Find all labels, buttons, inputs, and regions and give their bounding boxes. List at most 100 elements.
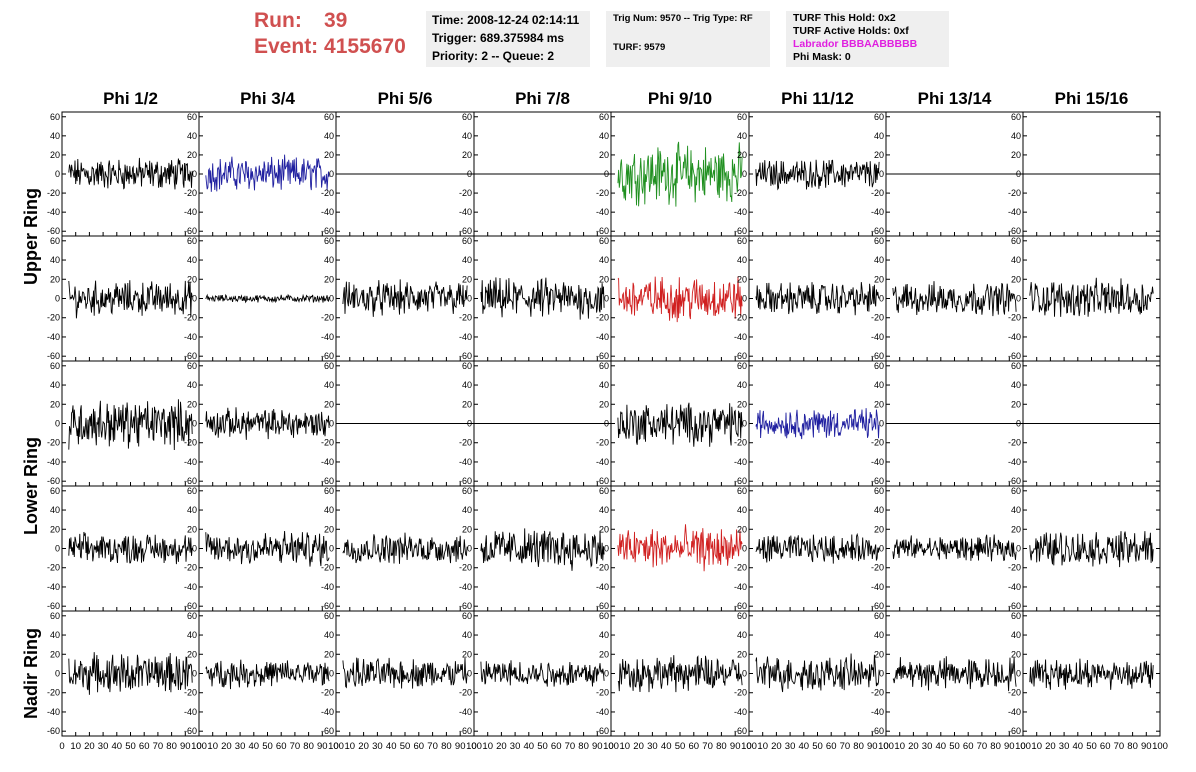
x-tick-label-c7-70: 70 <box>977 741 988 752</box>
y-tick-label-r5c5-20: 20 <box>599 649 609 659</box>
y-tick-label-r4c5-0: 0 <box>604 544 609 554</box>
y-tick-label-r3c7--60: -60 <box>871 476 884 486</box>
y-tick-label-r3c5-0: 0 <box>604 419 609 429</box>
y-tick-label-r4c5-40: 40 <box>599 505 609 515</box>
y-tick-label-r5c6-40: 40 <box>737 630 747 640</box>
x-tick-label-c3-0: 0 <box>333 741 338 752</box>
waveform-r2c4 <box>480 277 605 320</box>
y-tick-label-r3c4-0: 0 <box>467 419 472 429</box>
y-tick-label-r1c2--40: -40 <box>184 207 197 217</box>
x-tick-label-c3-20: 20 <box>358 741 369 752</box>
waveform-r5c1 <box>68 652 193 695</box>
y-tick-label-r2c5--40: -40 <box>596 332 609 342</box>
row-group-label-2: Lower Ring <box>21 437 41 535</box>
y-tick-label-r1c7-40: 40 <box>874 131 884 141</box>
x-tick-label-c7-30: 30 <box>922 741 933 752</box>
y-tick-label-r5c7-60: 60 <box>874 611 884 621</box>
y-tick-label-r2c7-0: 0 <box>879 294 884 304</box>
x-tick-label-c5-20: 20 <box>633 741 644 752</box>
y-tick-label-r3c6--60: -60 <box>734 476 747 486</box>
y-tick-label-r2c6-60: 60 <box>737 236 747 246</box>
x-tick-label-c1-80: 80 <box>166 741 177 752</box>
y-tick-label-r5c8-20: 20 <box>1011 649 1021 659</box>
y-tick-label-r2c6-40: 40 <box>737 255 747 265</box>
y-tick-label-r1c5--60: -60 <box>596 226 609 236</box>
x-tick-label-c3-90: 90 <box>455 741 466 752</box>
y-tick-label-r3c1-0: 0 <box>55 419 60 429</box>
x-tick-label-c4-80: 80 <box>578 741 589 752</box>
y-tick-label-r3c7--40: -40 <box>871 457 884 467</box>
y-tick-label-r5c3--40: -40 <box>321 707 334 717</box>
y-tick-label-r5c8--60: -60 <box>1008 726 1021 736</box>
y-tick-label-r2c3-40: 40 <box>324 255 334 265</box>
y-tick-label-r4c7--60: -60 <box>871 601 884 611</box>
x-tick-label-c3-10: 10 <box>345 741 356 752</box>
y-tick-label-r5c2-60: 60 <box>187 611 197 621</box>
y-tick-label-r5c8-60: 60 <box>1011 611 1021 621</box>
y-tick-label-r1c4--20: -20 <box>459 188 472 198</box>
y-tick-label-r2c7--20: -20 <box>871 313 884 323</box>
x-tick-label-c8-100: 100 <box>1152 741 1168 752</box>
y-tick-label-r2c3--20: -20 <box>321 313 334 323</box>
x-tick-label-c5-80: 80 <box>716 741 727 752</box>
y-tick-label-r5c8-0: 0 <box>1016 669 1021 679</box>
waveform-r5c7 <box>892 656 1017 692</box>
y-tick-label-r4c5-20: 20 <box>599 524 609 534</box>
y-tick-label-r3c5--40: -40 <box>596 457 609 467</box>
x-tick-label-c1-60: 60 <box>139 741 150 752</box>
y-tick-label-r5c8--20: -20 <box>1008 688 1021 698</box>
waveform-r4c3 <box>342 532 468 564</box>
x-tick-label-c5-70: 70 <box>702 741 713 752</box>
y-tick-label-r3c1-60: 60 <box>50 361 60 371</box>
y-tick-label-r3c7-40: 40 <box>874 380 884 390</box>
y-tick-label-r3c5-20: 20 <box>599 399 609 409</box>
x-tick-label-c3-100: 100 <box>466 741 482 752</box>
y-tick-label-r4c8-20: 20 <box>1011 524 1021 534</box>
y-tick-label-r2c6-20: 20 <box>737 274 747 284</box>
x-tick-label-c5-0: 0 <box>608 741 613 752</box>
x-tick-label-c6-30: 30 <box>785 741 796 752</box>
y-tick-label-r1c6--60: -60 <box>734 226 747 236</box>
y-tick-label-r1c4--60: -60 <box>459 226 472 236</box>
x-tick-label-c7-0: 0 <box>883 741 888 752</box>
turf-this-hold-text: TURF This Hold: 0x2 <box>793 12 896 24</box>
column-header-8: Phi 15/16 <box>1055 89 1129 108</box>
y-tick-label-r3c2--60: -60 <box>184 476 197 486</box>
y-tick-label-r4c2--20: -20 <box>184 563 197 573</box>
column-header-5: Phi 9/10 <box>648 89 712 108</box>
priority-text: Priority: 2 -- Queue: 2 <box>432 49 555 63</box>
y-tick-label-r2c4-40: 40 <box>462 255 472 265</box>
x-tick-label-c3-40: 40 <box>386 741 397 752</box>
y-tick-label-r4c8-0: 0 <box>1016 544 1021 554</box>
x-tick-label-c6-100: 100 <box>878 741 894 752</box>
y-tick-label-r5c3-20: 20 <box>324 649 334 659</box>
y-tick-label-r5c7--20: -20 <box>871 688 884 698</box>
y-tick-label-r3c3--20: -20 <box>321 438 334 448</box>
x-tick-label-c1-30: 30 <box>98 741 109 752</box>
y-tick-label-r1c3--40: -40 <box>321 207 334 217</box>
y-tick-label-r2c3-20: 20 <box>324 274 334 284</box>
y-tick-label-r4c7--20: -20 <box>871 563 884 573</box>
y-tick-label-r1c7--40: -40 <box>871 207 884 217</box>
y-tick-label-r5c3-60: 60 <box>324 611 334 621</box>
x-tick-label-c2-0: 0 <box>196 741 201 752</box>
y-tick-label-r4c3-40: 40 <box>324 505 334 515</box>
x-tick-label-c8-60: 60 <box>1100 741 1111 752</box>
y-tick-label-r1c4-0: 0 <box>467 169 472 179</box>
time-text: Time: 2008-12-24 02:14:11 <box>432 13 580 27</box>
y-tick-label-r4c5--20: -20 <box>596 563 609 573</box>
y-tick-label-r5c4--20: -20 <box>459 688 472 698</box>
y-tick-label-r1c3-60: 60 <box>324 112 334 122</box>
y-tick-label-r1c1--20: -20 <box>47 188 60 198</box>
waveform-r3c2 <box>205 407 330 440</box>
x-tick-label-c2-10: 10 <box>207 741 218 752</box>
x-tick-label-c6-20: 20 <box>771 741 782 752</box>
y-tick-label-r4c2-20: 20 <box>187 524 197 534</box>
y-tick-label-r3c1--20: -20 <box>47 438 60 448</box>
x-tick-label-c1-20: 20 <box>84 741 95 752</box>
y-tick-label-r1c8--40: -40 <box>1008 207 1021 217</box>
y-tick-label-r5c3-0: 0 <box>329 669 334 679</box>
waveform-r1c2 <box>205 154 330 192</box>
y-tick-label-r2c2-40: 40 <box>187 255 197 265</box>
x-tick-label-c3-60: 60 <box>414 741 425 752</box>
